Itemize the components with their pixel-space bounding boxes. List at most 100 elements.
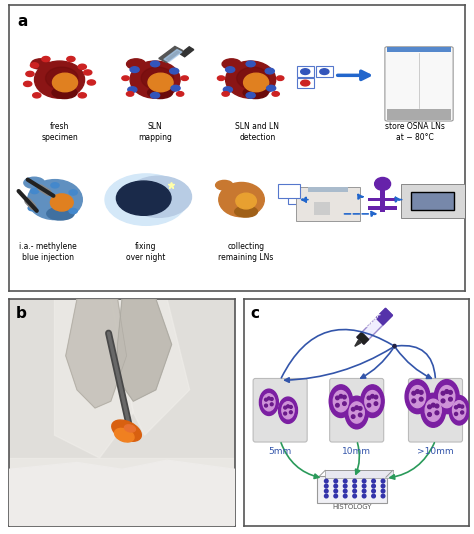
Circle shape: [265, 68, 274, 74]
Circle shape: [334, 494, 337, 498]
Bar: [314, 202, 330, 215]
Polygon shape: [180, 47, 194, 57]
Circle shape: [284, 406, 287, 409]
Text: OSNA: OSNA: [365, 311, 383, 328]
Ellipse shape: [50, 194, 73, 211]
Ellipse shape: [52, 87, 77, 99]
Circle shape: [218, 76, 225, 81]
Circle shape: [392, 344, 396, 348]
Circle shape: [372, 484, 375, 488]
Circle shape: [435, 411, 439, 415]
Circle shape: [461, 405, 464, 408]
Polygon shape: [9, 458, 235, 526]
Ellipse shape: [421, 393, 446, 427]
Circle shape: [69, 208, 77, 214]
Polygon shape: [111, 299, 190, 435]
Circle shape: [435, 404, 439, 408]
Ellipse shape: [216, 180, 233, 190]
Ellipse shape: [148, 73, 173, 92]
Ellipse shape: [365, 390, 380, 412]
Bar: [164, 50, 182, 62]
Ellipse shape: [112, 420, 141, 441]
Circle shape: [181, 76, 188, 81]
Circle shape: [122, 76, 129, 81]
Polygon shape: [357, 332, 369, 344]
Circle shape: [325, 484, 328, 488]
FancyBboxPatch shape: [297, 77, 314, 89]
Circle shape: [455, 406, 457, 409]
Circle shape: [372, 494, 375, 498]
FancyBboxPatch shape: [297, 195, 319, 209]
Circle shape: [69, 190, 77, 195]
Circle shape: [171, 85, 180, 91]
Text: SLN
mapping: SLN mapping: [138, 122, 172, 142]
Circle shape: [30, 189, 38, 194]
Circle shape: [343, 395, 346, 399]
Polygon shape: [376, 308, 392, 325]
Circle shape: [151, 61, 160, 67]
FancyBboxPatch shape: [316, 66, 333, 77]
Text: 10mm: 10mm: [342, 446, 371, 456]
Circle shape: [381, 479, 385, 483]
Circle shape: [130, 67, 139, 73]
Ellipse shape: [226, 61, 276, 98]
Text: SLN and LN
detection: SLN and LN detection: [236, 122, 280, 142]
Circle shape: [355, 406, 358, 410]
Circle shape: [87, 80, 95, 85]
Circle shape: [381, 494, 385, 498]
Circle shape: [67, 57, 75, 61]
Circle shape: [353, 484, 356, 488]
Circle shape: [431, 403, 435, 407]
Circle shape: [448, 390, 452, 394]
Circle shape: [170, 68, 179, 74]
Circle shape: [428, 413, 431, 417]
Ellipse shape: [222, 59, 241, 69]
Circle shape: [264, 398, 267, 401]
Ellipse shape: [243, 87, 268, 99]
Ellipse shape: [349, 402, 365, 423]
Circle shape: [362, 489, 366, 493]
Circle shape: [287, 405, 290, 408]
Circle shape: [441, 399, 445, 403]
Circle shape: [51, 183, 59, 188]
Circle shape: [117, 181, 171, 215]
Circle shape: [267, 397, 270, 400]
Text: 5mm: 5mm: [268, 446, 292, 456]
Circle shape: [353, 489, 356, 493]
Circle shape: [419, 390, 423, 394]
Ellipse shape: [27, 179, 82, 219]
Circle shape: [343, 479, 347, 483]
Ellipse shape: [405, 380, 430, 414]
Circle shape: [127, 92, 134, 96]
Ellipse shape: [333, 390, 348, 412]
Circle shape: [30, 63, 38, 68]
Circle shape: [246, 61, 255, 67]
Circle shape: [320, 69, 329, 74]
Circle shape: [290, 411, 292, 414]
Circle shape: [272, 92, 279, 96]
Ellipse shape: [53, 73, 78, 92]
Circle shape: [334, 479, 337, 483]
Ellipse shape: [425, 399, 441, 421]
Circle shape: [28, 206, 36, 211]
Ellipse shape: [449, 396, 469, 425]
Circle shape: [455, 412, 457, 415]
Circle shape: [301, 69, 310, 74]
Circle shape: [284, 412, 287, 415]
Circle shape: [428, 405, 431, 409]
Circle shape: [83, 70, 92, 75]
Circle shape: [412, 391, 416, 395]
Text: a: a: [18, 14, 28, 29]
Circle shape: [362, 494, 366, 498]
Circle shape: [264, 404, 267, 407]
FancyBboxPatch shape: [411, 192, 454, 210]
Circle shape: [351, 407, 355, 411]
Ellipse shape: [434, 380, 459, 414]
Text: collecting
remaining LNs: collecting remaining LNs: [219, 242, 274, 262]
Circle shape: [334, 489, 337, 493]
Ellipse shape: [24, 177, 45, 189]
Ellipse shape: [410, 386, 426, 407]
FancyBboxPatch shape: [288, 190, 310, 203]
Polygon shape: [357, 308, 392, 344]
Circle shape: [266, 85, 276, 91]
